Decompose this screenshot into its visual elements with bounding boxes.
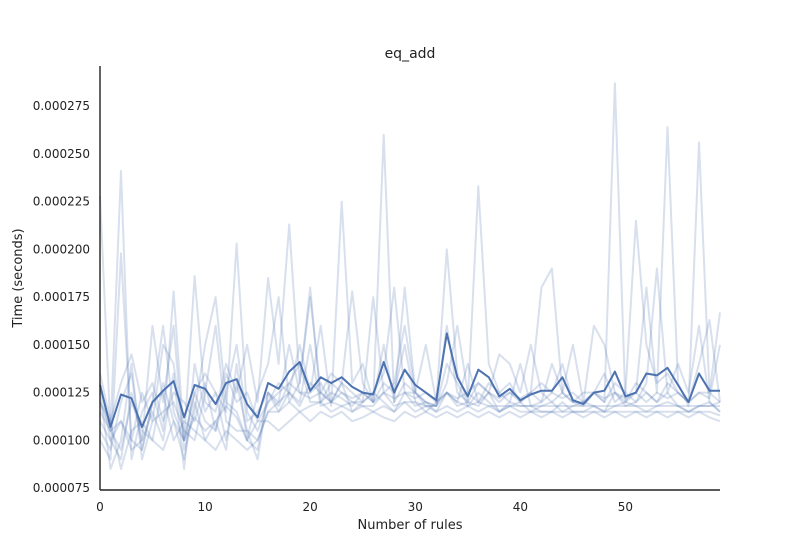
- y-tick-label: 0.000200: [33, 242, 90, 256]
- y-tick-label: 0.000250: [33, 147, 90, 161]
- y-tick-labels: 0.000075 0.000100 0.000125 0.000150 0.000175…: [33, 99, 90, 495]
- y-tick-label: 0.000150: [33, 338, 90, 352]
- x-tick-label: 40: [513, 500, 528, 514]
- x-axis-title: Number of rules: [358, 518, 463, 533]
- y-tick-label: 0.000275: [33, 99, 90, 113]
- y-tick-label: 0.000125: [33, 386, 90, 400]
- x-tick-labels: 0 10 20 30 40 50: [96, 500, 633, 514]
- run-series-line-1: [99, 133, 721, 451]
- run-series-line-9: [99, 362, 721, 451]
- run-series-line-10: [99, 344, 721, 432]
- run-series-line-4: [99, 267, 721, 451]
- y-tick-label: 0.000225: [33, 195, 90, 209]
- y-tick-label: 0.000175: [33, 290, 90, 304]
- run-series-group: [99, 82, 721, 470]
- x-tick-label: 20: [303, 500, 318, 514]
- y-tick-label: 0.000075: [33, 481, 90, 495]
- x-tick-label: 30: [408, 500, 423, 514]
- run-series-line-7: [99, 401, 721, 470]
- mean-series-line: [99, 332, 720, 428]
- y-axis-title: Time (seconds): [11, 228, 26, 328]
- mean-series-group: [99, 332, 720, 428]
- y-tick-label: 0.000100: [33, 433, 90, 447]
- run-series-line-5: [99, 296, 721, 451]
- x-tick-label: 50: [618, 500, 633, 514]
- run-series-line-8: [99, 362, 721, 470]
- x-tick-label: 10: [197, 500, 212, 514]
- chart-title: eq_add: [385, 46, 436, 62]
- run-series-line-3: [99, 219, 721, 461]
- run-series-line-2: [99, 82, 721, 461]
- x-tick-label: 0: [96, 500, 104, 514]
- run-series-line-6: [99, 324, 720, 470]
